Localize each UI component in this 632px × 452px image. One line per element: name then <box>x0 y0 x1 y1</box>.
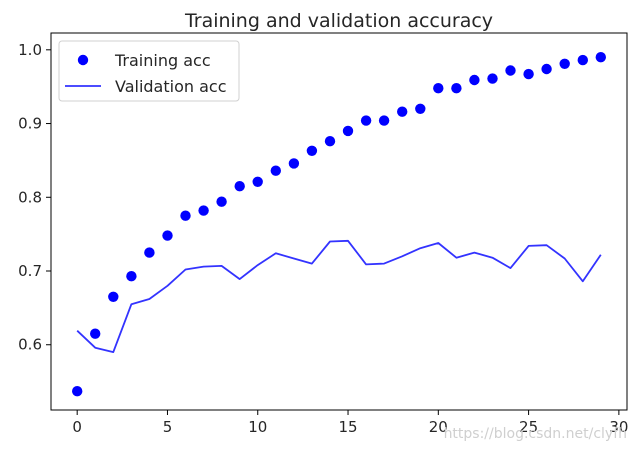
training-acc-point <box>198 205 209 216</box>
x-tick-label: 5 <box>163 418 173 436</box>
chart-title: Training and validation accuracy <box>184 10 493 32</box>
training-acc-point <box>126 271 137 282</box>
legend: Training acc Validation acc <box>58 40 240 102</box>
training-acc-point <box>252 176 263 187</box>
y-tick-label: 0.9 <box>18 115 42 133</box>
training-acc-point <box>469 74 480 86</box>
training-acc-point <box>180 210 191 221</box>
training-acc-point <box>162 230 173 241</box>
x-tick-label: 25 <box>519 418 538 436</box>
x-tick-label: 30 <box>609 418 628 436</box>
training-acc-point <box>216 196 227 207</box>
legend-marker-swatch <box>77 54 89 66</box>
training-acc-point <box>487 73 498 84</box>
training-acc-point <box>234 181 245 192</box>
legend-box <box>58 40 240 102</box>
training-acc-point <box>415 103 426 115</box>
training-acc-point <box>360 115 372 126</box>
x-tick-label: 20 <box>429 418 448 436</box>
validation-acc-line <box>76 239 602 354</box>
training-acc-point <box>108 291 119 302</box>
training-acc-point <box>72 386 83 397</box>
training-acc-point <box>559 58 570 69</box>
legend-label: Validation acc <box>115 77 227 96</box>
x-tick-label: 15 <box>338 418 357 436</box>
x-tick-label: 0 <box>72 418 82 436</box>
plot-frame <box>50 32 628 411</box>
training-acc-point <box>523 68 534 80</box>
training-acc-point <box>505 65 516 76</box>
training-acc-point <box>451 83 462 94</box>
x-tick-label: 10 <box>248 418 267 436</box>
y-tick-label: 0.6 <box>18 336 42 354</box>
training-acc-point <box>288 158 300 169</box>
training-acc-point <box>144 247 155 258</box>
training-acc-point <box>595 52 606 63</box>
plot-area <box>72 52 606 397</box>
training-acc-point <box>577 54 588 66</box>
training-acc-point <box>433 83 444 94</box>
y-tick-label: 0.7 <box>18 262 42 280</box>
training-acc-point <box>378 115 390 126</box>
training-acc-point <box>324 136 336 147</box>
training-acc-point <box>270 165 281 176</box>
training-acc-point <box>306 145 318 156</box>
training-acc-point <box>342 125 354 137</box>
legend-label: Training acc <box>114 51 211 70</box>
training-acc-point <box>90 328 101 339</box>
y-tick-label: 1.0 <box>18 41 42 59</box>
training-acc-point <box>541 63 552 75</box>
y-tick-label: 0.8 <box>18 188 42 206</box>
axes: 0 5 10 15 20 25 30 0.6 0.7 0.8 0.9 1.0 <box>18 32 628 436</box>
training-acc-point <box>397 106 408 117</box>
watermark-text: https://blog.csdn.net/clyfh <box>444 426 627 442</box>
